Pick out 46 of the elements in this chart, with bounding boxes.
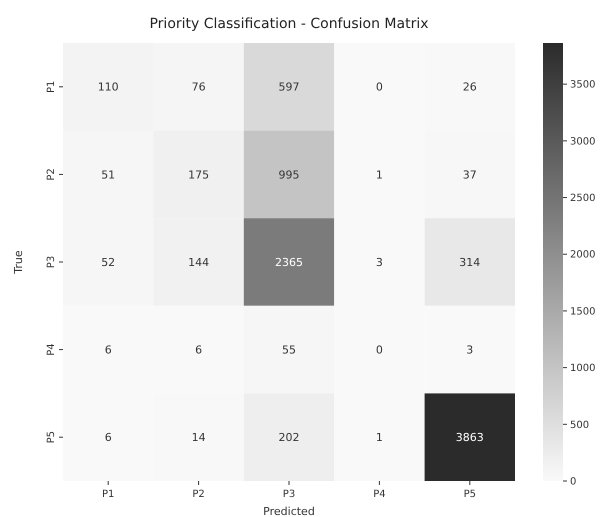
data-label: 3	[466, 343, 474, 356]
data-label: 2365	[275, 256, 303, 269]
y-axis-title: True	[12, 250, 25, 275]
color-bar-label: 500	[570, 420, 590, 431]
x-axis-title: Predicted	[263, 505, 315, 517]
data-label: 1	[376, 431, 383, 444]
color-bar-label: 3000	[570, 136, 596, 148]
x-tick-label: P4	[373, 489, 386, 500]
y-tick-label: P2	[46, 168, 57, 181]
data-label: 995	[278, 168, 300, 182]
data-label: 1	[376, 168, 383, 182]
y-tick-label: P4	[46, 343, 57, 356]
data-label: 6	[195, 343, 202, 356]
data-label: 14	[192, 431, 206, 444]
y-tick-label: P3	[46, 256, 57, 268]
data-label: 52	[101, 256, 116, 269]
data-label: 202	[278, 431, 300, 444]
data-label: 6	[104, 431, 112, 444]
data-label: 175	[188, 168, 210, 182]
data-label: 76	[192, 80, 206, 94]
data-label: 597	[278, 80, 300, 94]
data-label: 55	[282, 343, 296, 356]
x-tick-label: P3	[282, 489, 296, 500]
data-label: 3863	[456, 431, 484, 444]
color-bar-label: 0	[570, 476, 576, 488]
data-label: 6	[104, 343, 112, 356]
data-label: 0	[376, 343, 383, 356]
y-tick-label: P1	[46, 80, 57, 94]
data-label: 51	[101, 168, 116, 182]
data-label: 0	[376, 80, 383, 94]
y-tick-label: P5	[46, 430, 57, 444]
chart-title: Priority Classification - Confusion Matrix	[149, 16, 429, 32]
data-label: 3	[376, 256, 383, 269]
data-label: 110	[98, 80, 119, 94]
data-label: 26	[462, 80, 477, 94]
color-bar-label: 3500	[570, 80, 596, 91]
x-tick-label: P5	[464, 489, 476, 500]
data-label: 144	[188, 256, 210, 269]
color-bar-label: 1000	[570, 363, 596, 374]
color-bar-label: 2000	[570, 250, 596, 261]
x-tick-label: P1	[102, 489, 114, 500]
color-bar-label: 1500	[570, 306, 596, 318]
data-label: 314	[459, 256, 480, 269]
color-bar-label: 2500	[570, 193, 596, 204]
x-tick-label: P2	[192, 489, 205, 500]
data-label: 37	[462, 168, 477, 182]
